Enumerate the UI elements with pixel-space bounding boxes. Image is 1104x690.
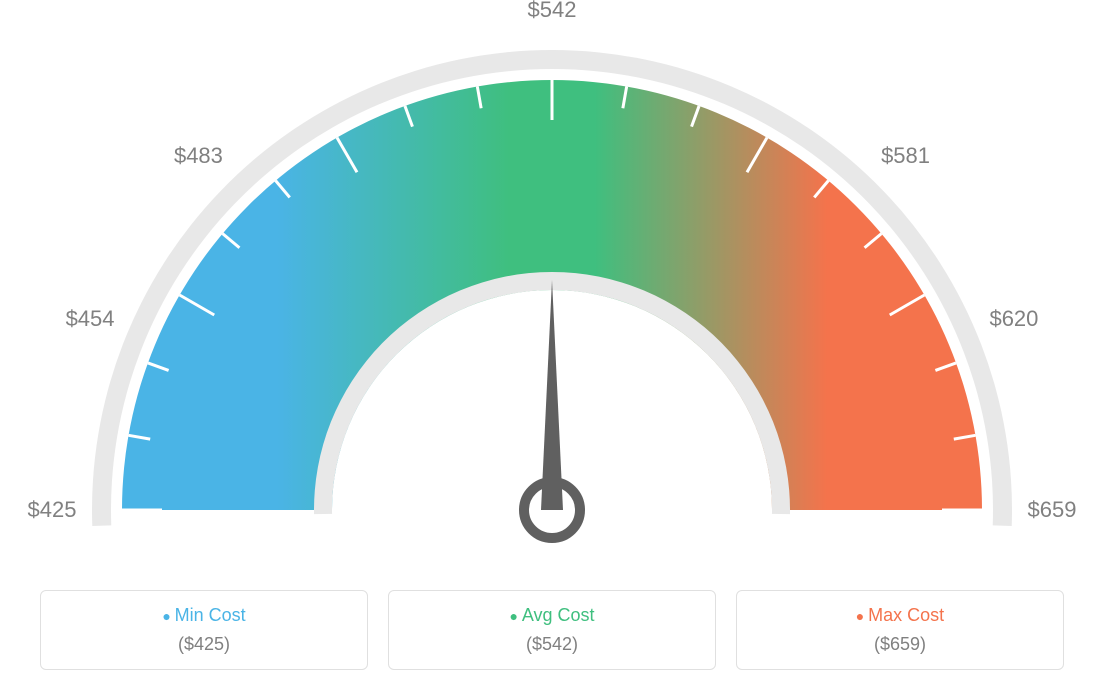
gauge-tick-label: $659 bbox=[1028, 497, 1077, 523]
gauge-svg bbox=[0, 0, 1104, 570]
legend-card-min: Min Cost ($425) bbox=[40, 590, 368, 670]
legend-card-max: Max Cost ($659) bbox=[736, 590, 1064, 670]
legend-title-avg: Avg Cost bbox=[399, 605, 705, 626]
legend-value-avg: ($542) bbox=[399, 634, 705, 655]
legend-row: Min Cost ($425) Avg Cost ($542) Max Cost… bbox=[40, 590, 1064, 670]
legend-card-avg: Avg Cost ($542) bbox=[388, 590, 716, 670]
gauge-tick-label: $454 bbox=[66, 306, 115, 332]
gauge-tick-label: $425 bbox=[28, 497, 77, 523]
gauge-tick-label: $483 bbox=[174, 143, 223, 169]
legend-title-min: Min Cost bbox=[51, 605, 357, 626]
cost-gauge-widget: $425 $454 $483 $542 $581 $620 $659 Min Cost ($… bbox=[0, 0, 1104, 690]
legend-value-max: ($659) bbox=[747, 634, 1053, 655]
legend-value-min: ($425) bbox=[51, 634, 357, 655]
gauge-chart: $425 $454 $483 $542 $581 $620 $659 bbox=[0, 0, 1104, 570]
gauge-tick-label: $542 bbox=[528, 0, 577, 23]
gauge-tick-label: $620 bbox=[989, 306, 1038, 332]
legend-title-max: Max Cost bbox=[747, 605, 1053, 626]
gauge-tick-label: $581 bbox=[881, 143, 930, 169]
